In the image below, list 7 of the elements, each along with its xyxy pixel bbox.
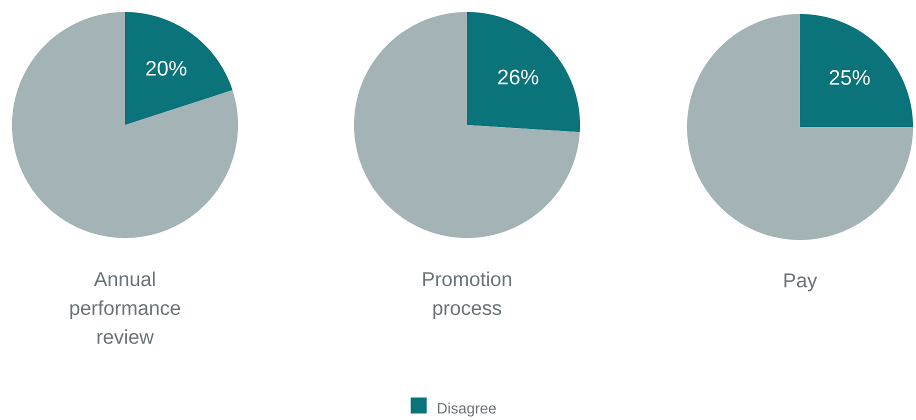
legend-label: Disagree xyxy=(438,402,496,417)
data-label: 25% xyxy=(830,70,870,85)
text: Pay xyxy=(784,274,818,292)
data-label: 26% xyxy=(498,70,538,84)
data-label: 20% xyxy=(146,60,186,76)
text: Annual performance review xyxy=(70,272,180,344)
text: Promotion process xyxy=(423,272,512,319)
